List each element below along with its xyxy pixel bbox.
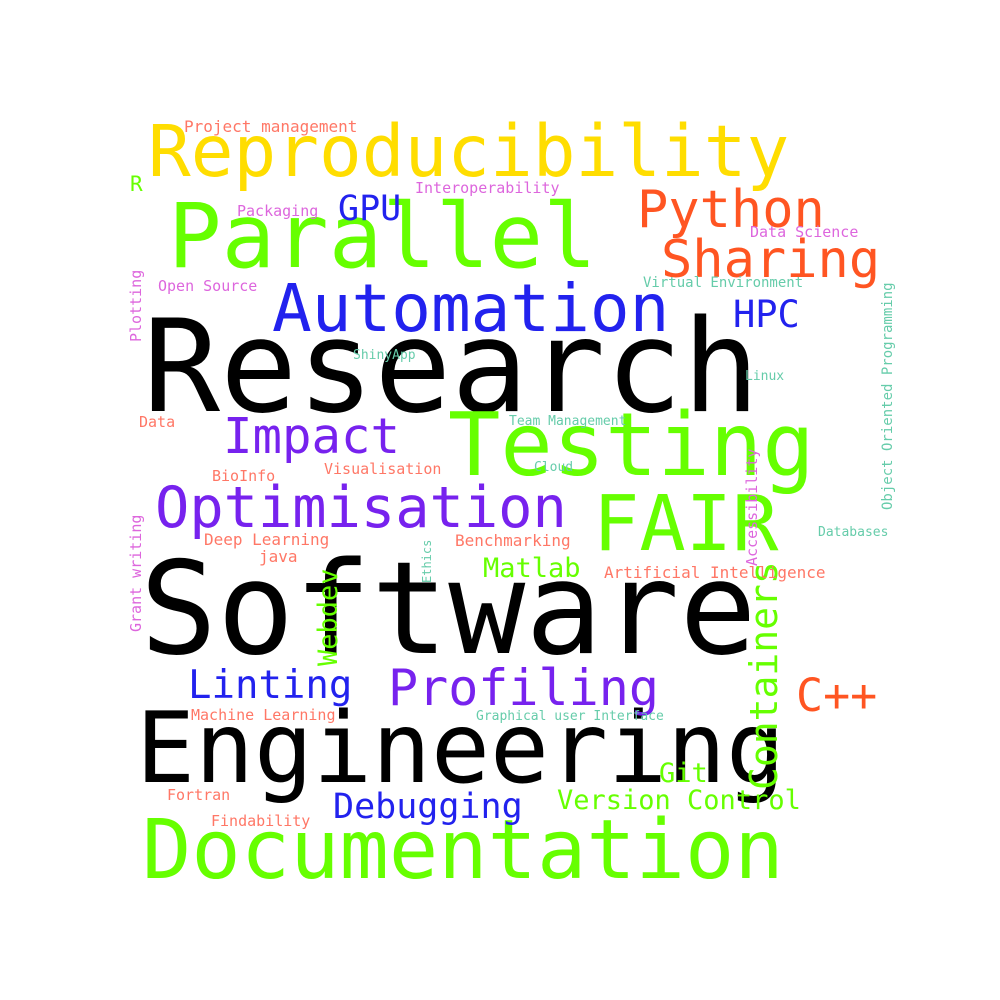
- word-accessibility: Accessibility: [743, 448, 761, 566]
- word-engineering: Engineering: [136, 692, 786, 806]
- word-cloud: Cloud: [534, 460, 574, 475]
- word-shinyapp: ShinyApp: [353, 348, 416, 363]
- word-documentation: Documentation: [142, 803, 784, 898]
- word-bioinfo: BioInfo: [212, 467, 276, 485]
- word-grant-writing: Grant writing: [127, 514, 145, 632]
- word-matlab: Matlab: [483, 553, 581, 584]
- word-linting: Linting: [188, 663, 353, 708]
- word-oop: Object Oriented Programming: [880, 282, 896, 510]
- word-visualisation: Visualisation: [324, 460, 442, 478]
- word-packaging: Packaging: [237, 202, 319, 220]
- word-plotting: Plotting: [127, 269, 145, 342]
- word-open-source: Open Source: [158, 277, 258, 295]
- word-profiling: Profiling: [388, 659, 659, 717]
- word-findability: Findability: [211, 812, 311, 830]
- word-gui: Graphical user Interface: [476, 709, 664, 724]
- word-ethics: Ethics: [420, 539, 434, 583]
- word-automation: Automation: [272, 270, 670, 347]
- word-project-management: Project management: [184, 117, 358, 136]
- word-interoperability: Interoperability: [415, 179, 560, 197]
- word-team-management: Team Management: [509, 414, 627, 429]
- word-virtual-environment: Virtual Environment: [643, 275, 804, 291]
- word-python: Python: [637, 180, 825, 240]
- word-databases: Databases: [818, 525, 889, 540]
- word-testing: Testing: [448, 394, 815, 496]
- word-hpc: HPC: [733, 293, 800, 336]
- word-machine-learning: Machine Learning: [191, 706, 336, 724]
- word-data-science: Data Science: [750, 223, 859, 241]
- word-reproducibility: Reproducibility: [148, 110, 790, 193]
- word-linux: Linux: [745, 369, 785, 384]
- word-git: Git: [659, 758, 708, 789]
- word-fair: FAIR: [593, 480, 779, 569]
- word-version-control: Version Control: [557, 785, 801, 816]
- word-webdev: Webdev: [313, 568, 344, 666]
- word-benchmarking: Benchmarking: [455, 531, 571, 550]
- word-sharing: Sharing: [661, 230, 881, 290]
- word-gpu: GPU: [338, 189, 402, 229]
- word-containers: Containers: [742, 561, 786, 790]
- word-fortran: Fortran: [167, 786, 231, 804]
- word-impact: Impact: [223, 408, 401, 465]
- word-artificial-intelligence: Artificial Intelligence: [604, 563, 826, 582]
- word-optimisation: Optimisation: [155, 475, 567, 541]
- word-java: java: [259, 547, 298, 566]
- word-debugging: Debugging: [333, 787, 523, 827]
- word-software: Software: [140, 535, 757, 684]
- word-research: Research: [143, 293, 760, 442]
- word-parallel: Parallel: [168, 184, 597, 288]
- word-r: R: [130, 172, 143, 196]
- word-data: Data: [139, 413, 176, 431]
- word-cpp: C++: [796, 669, 878, 722]
- word-deep-learning: Deep Learning: [204, 530, 330, 549]
